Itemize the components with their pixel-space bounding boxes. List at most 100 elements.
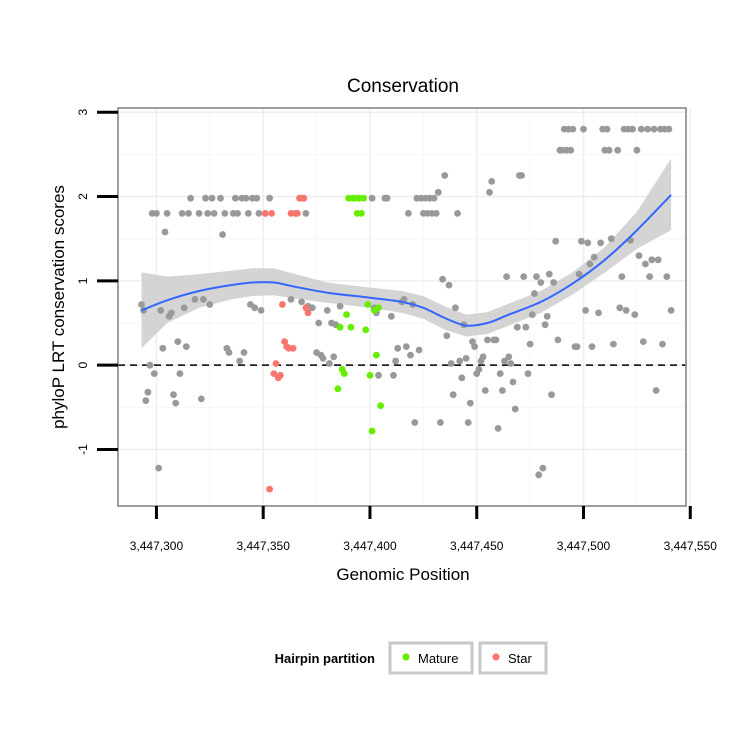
point-other [552,237,560,245]
point-other [394,344,402,352]
point-other [217,194,224,202]
point-other [153,210,160,217]
point-other [206,301,214,308]
point-other [644,125,651,133]
point-other [202,194,209,202]
y-tick-label: 3 [76,109,90,116]
point-other [242,194,250,202]
point-mature [373,351,380,359]
point-other [650,125,658,133]
point-mature [375,304,382,312]
point-other [182,343,190,350]
point-other [240,349,248,356]
y-tick-label: -1 [76,444,90,455]
point-star [270,370,278,377]
panel-border [117,107,687,507]
point-other [528,311,536,318]
point-other [204,210,212,217]
point-other [520,273,528,280]
point-star [268,210,276,217]
point-other [439,275,446,283]
point-star [289,344,297,352]
point-other [578,237,585,245]
chart-title: Conservation [347,76,459,97]
point-other [481,387,489,394]
point-other [631,311,639,318]
x-axis: 3,447,300 3,447,350 3,447,400 3,447,450 3,44… [130,506,717,553]
point-mature [343,311,350,318]
legend-key-mature [402,653,410,661]
point-other [494,425,502,432]
point-other [580,125,587,133]
point-other [298,298,305,306]
y-axis: -1 0 1 2 3 [76,109,118,455]
point-other [486,188,493,196]
point-other [251,304,259,312]
point-other [319,355,327,362]
point-other [315,319,323,327]
y-tick-label: 0 [76,362,90,369]
y-axis-label: phyloP LRT conservation scores [49,185,68,429]
point-other [368,194,376,202]
point-other [659,340,666,348]
point-other [185,210,192,217]
point-other [475,366,483,373]
point-other [178,210,186,217]
point-other [582,307,589,314]
point-other [244,210,252,217]
point-mature [340,370,348,377]
point-other [387,312,395,320]
point-other [462,355,470,362]
point-other [507,360,515,367]
point-other [464,419,472,426]
point-other [595,309,602,317]
x-tick-label: 3,447,350 [237,539,291,553]
point-other [452,304,459,312]
point-other [513,323,521,331]
x-tick-label: 3,447,400 [343,539,397,553]
point-other [518,172,525,179]
point-other [605,146,613,154]
point-other [586,260,594,268]
point-other [161,228,169,236]
point-other [434,188,442,196]
point-other [253,194,261,202]
point-mature [360,194,367,202]
point-other [537,279,545,286]
legend-entries: Mature Star [388,641,548,675]
point-other [405,210,412,217]
point-star [261,210,269,217]
plot-area [117,107,692,507]
point-star [300,194,308,202]
point-other [618,273,626,280]
point-other [505,353,513,361]
point-mature [336,323,344,331]
point-other [654,256,662,264]
legend: Hairpin partition Mature Star [275,641,548,675]
point-mature [362,326,370,334]
point-other [646,273,654,280]
point-other [449,391,457,399]
legend-title: Hairpin partition [275,651,375,666]
point-other [511,405,519,413]
point-other [170,391,177,399]
point-other [383,194,391,202]
point-other [479,353,487,361]
point-other [255,210,263,217]
point-other [150,370,158,377]
point-other [138,301,145,308]
point-other [573,343,581,350]
point-other [445,281,453,289]
point-other [539,464,547,472]
point-other [665,125,673,133]
point-other [159,344,167,352]
point-other [336,302,344,310]
smooth-curve [141,194,672,327]
point-other [554,336,562,344]
point-other [221,210,229,217]
point-other [543,312,551,320]
point-mature [358,210,365,217]
point-other [266,194,273,202]
point-other [616,304,624,312]
